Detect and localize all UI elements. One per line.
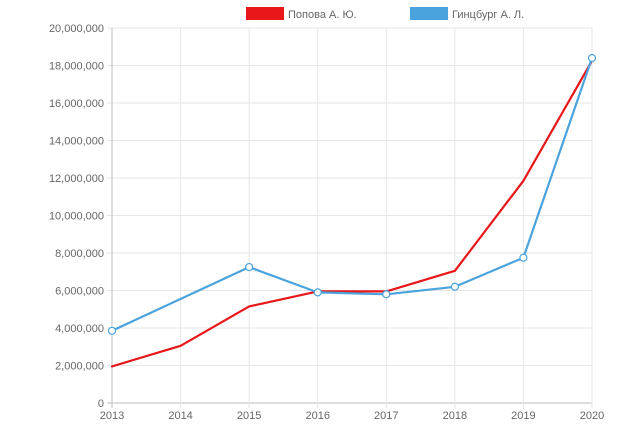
y-tick-label: 18,000,000 <box>49 61 104 73</box>
series-lines <box>107 53 597 368</box>
y-tick-label: 4,000,000 <box>55 323 104 335</box>
data-point-2 <box>587 53 597 63</box>
y-tick-label: 2,000,000 <box>55 361 104 373</box>
series-line-1 <box>110 59 594 368</box>
data-point-2 <box>519 253 528 262</box>
legend: Попова А. Ю. Гинцбург А. Л. <box>246 7 524 21</box>
data-point-2 <box>313 288 322 297</box>
x-tick-label: 2013 <box>100 410 124 422</box>
x-tick-label: 2019 <box>511 410 535 422</box>
y-tick-label: 8,000,000 <box>55 248 104 260</box>
y-tick-label: 6,000,000 <box>55 286 104 298</box>
legend-label-1: Попова А. Ю. <box>288 9 357 21</box>
axes: 0 2,000,000 4,000,000 6,000,000 8,000,000 10,… <box>49 23 604 422</box>
x-tick-label: 2017 <box>374 410 398 422</box>
x-tick-label: 2016 <box>305 410 329 422</box>
x-tick-label: 2014 <box>168 410 192 422</box>
grid-lines <box>107 27 593 408</box>
data-point-2 <box>450 282 459 291</box>
data-point-2 <box>107 326 117 335</box>
legend-label-2: Гинцбург А. Л. <box>452 9 524 21</box>
x-tick-label: 2020 <box>580 410 604 422</box>
legend-swatch-1 <box>246 7 284 20</box>
y-tick-label: 14,000,000 <box>49 136 104 148</box>
series-line-2 <box>110 56 594 332</box>
x-tick-label: 2018 <box>443 410 467 422</box>
y-tick-label: 16,000,000 <box>49 98 104 110</box>
y-tick-label: 20,000,000 <box>49 23 104 35</box>
y-tick-label: 12,000,000 <box>49 173 104 185</box>
y-tick-label: 0 <box>98 398 104 410</box>
y-tick-label: 10,000,000 <box>49 211 104 223</box>
legend-swatch-2 <box>410 7 448 20</box>
data-point-2 <box>245 262 254 272</box>
data-point-2 <box>382 290 391 299</box>
x-tick-label: 2015 <box>237 410 261 422</box>
